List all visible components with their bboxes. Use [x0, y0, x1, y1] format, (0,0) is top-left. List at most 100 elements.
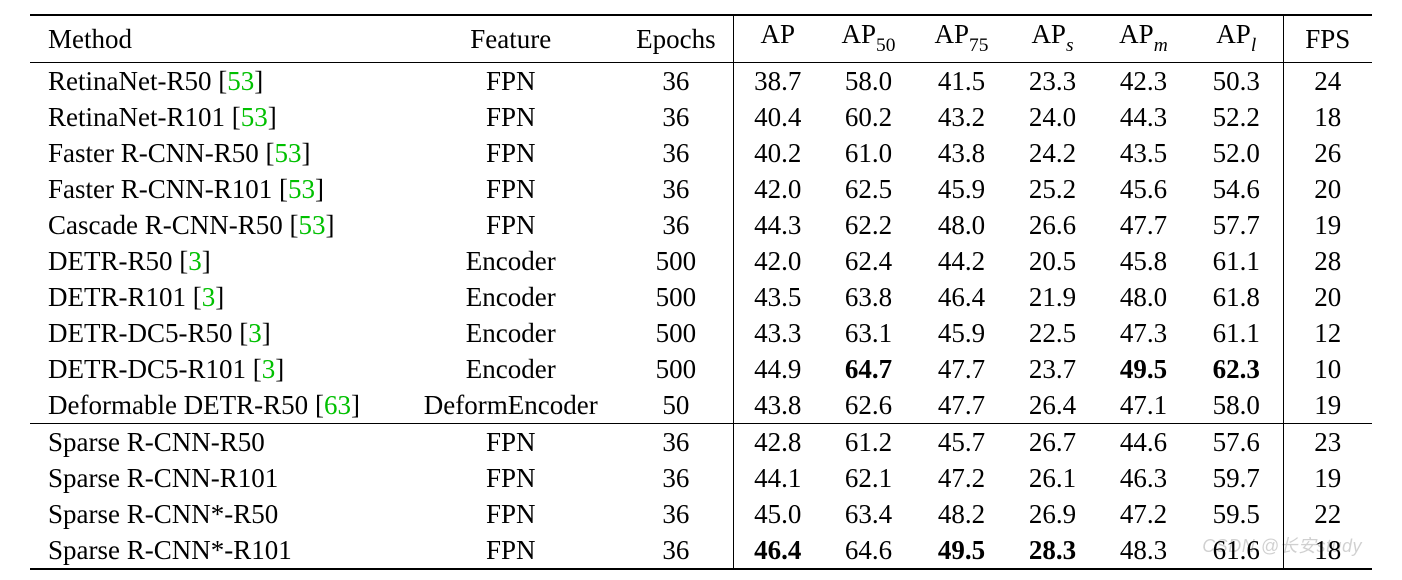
- column-label: FPS: [1305, 24, 1350, 54]
- cell-method: DETR-R101 [3]: [30, 279, 402, 315]
- value: 43.5: [1120, 138, 1167, 168]
- table-row: Faster R-CNN-R50 [53]FPN3640.261.043.824…: [30, 135, 1372, 171]
- cell-epochs: 500: [619, 279, 733, 315]
- value: 47.7: [938, 354, 985, 384]
- cell-apm: 44.6: [1097, 424, 1190, 461]
- value: 50: [662, 390, 689, 420]
- value: 28.3: [1029, 535, 1076, 565]
- value: 42.8: [754, 427, 801, 457]
- value: 40.4: [754, 102, 801, 132]
- citation: 53: [241, 102, 268, 132]
- cell-apl: 59.7: [1190, 460, 1283, 496]
- cell-fps: 10: [1283, 351, 1372, 387]
- header-feature: Feature: [402, 15, 619, 63]
- value: 58.0: [1213, 390, 1260, 420]
- cell-ap: 43.8: [733, 387, 822, 424]
- cell-epochs: 36: [619, 424, 733, 461]
- cell-fps: 22: [1283, 496, 1372, 532]
- cell-aps: 24.2: [1008, 135, 1097, 171]
- cell-ap50: 62.5: [822, 171, 915, 207]
- method-name: Sparse R-CNN-R50: [48, 427, 265, 457]
- cell-fps: 19: [1283, 207, 1372, 243]
- value: 48.2: [938, 499, 985, 529]
- citation: 3: [202, 282, 216, 312]
- value: 46.4: [938, 282, 985, 312]
- value: 21.9: [1029, 282, 1076, 312]
- cell-aps: 26.6: [1008, 207, 1097, 243]
- header-row: MethodFeatureEpochsAPAP50AP75APsAPmAPlFP…: [30, 15, 1372, 63]
- column-label: AP: [935, 19, 970, 49]
- value: 61.8: [1213, 282, 1260, 312]
- method-name: DETR-R101: [48, 282, 186, 312]
- value: 61.0: [845, 138, 892, 168]
- value: FPN: [486, 535, 536, 565]
- column-label: Epochs: [636, 24, 715, 54]
- cell-apm: 44.3: [1097, 99, 1190, 135]
- value: 24.0: [1029, 102, 1076, 132]
- value: FPN: [486, 499, 536, 529]
- method-name: Sparse R-CNN*-R50: [48, 499, 278, 529]
- column-label: Method: [48, 24, 132, 54]
- cell-apm: 49.5: [1097, 351, 1190, 387]
- header-method: Method: [30, 15, 402, 63]
- cell-ap: 40.4: [733, 99, 822, 135]
- value: 62.2: [845, 210, 892, 240]
- cell-epochs: 500: [619, 243, 733, 279]
- cell-feature: FPN: [402, 424, 619, 461]
- value: 36: [662, 174, 689, 204]
- column-subscript: 75: [969, 35, 988, 56]
- cell-apl: 52.2: [1190, 99, 1283, 135]
- value: FPN: [486, 66, 536, 96]
- citation: 53: [288, 174, 315, 204]
- value: 63.1: [845, 318, 892, 348]
- table-row: RetinaNet-R101 [53]FPN3640.460.243.224.0…: [30, 99, 1372, 135]
- value: FPN: [486, 427, 536, 457]
- value: 43.5: [754, 282, 801, 312]
- cell-ap: 45.0: [733, 496, 822, 532]
- cell-epochs: 500: [619, 315, 733, 351]
- cell-epochs: 500: [619, 351, 733, 387]
- cell-ap75: 46.4: [915, 279, 1008, 315]
- cell-feature: FPN: [402, 496, 619, 532]
- cell-ap: 42.8: [733, 424, 822, 461]
- cell-apl: 57.7: [1190, 207, 1283, 243]
- value: 48.0: [1120, 282, 1167, 312]
- method-name: Faster R-CNN-R101: [48, 174, 272, 204]
- citation: 53: [298, 210, 325, 240]
- value: 61.2: [845, 427, 892, 457]
- cell-fps: 20: [1283, 171, 1372, 207]
- value: 47.2: [938, 463, 985, 493]
- cell-method: DETR-R50 [3]: [30, 243, 402, 279]
- citation: 3: [262, 354, 276, 384]
- cell-fps: 23: [1283, 424, 1372, 461]
- value: 10: [1314, 354, 1341, 384]
- value: 42.0: [754, 246, 801, 276]
- header-fps: FPS: [1283, 15, 1372, 63]
- cell-epochs: 50: [619, 387, 733, 424]
- cell-method: Deformable DETR-R50 [63]: [30, 387, 402, 424]
- value: 45.9: [938, 318, 985, 348]
- value: 62.6: [845, 390, 892, 420]
- header-epochs: Epochs: [619, 15, 733, 63]
- cell-ap: 42.0: [733, 243, 822, 279]
- value: 57.6: [1213, 427, 1260, 457]
- cell-method: DETR-DC5-R101 [3]: [30, 351, 402, 387]
- column-subscript: s: [1066, 35, 1074, 56]
- value: 500: [656, 318, 697, 348]
- cell-apl: 50.3: [1190, 63, 1283, 100]
- value: 500: [656, 282, 697, 312]
- value: Encoder: [466, 318, 556, 348]
- cell-apm: 42.3: [1097, 63, 1190, 100]
- table-row: Faster R-CNN-R101 [53]FPN3642.062.545.92…: [30, 171, 1372, 207]
- cell-feature: Encoder: [402, 279, 619, 315]
- cell-apm: 47.7: [1097, 207, 1190, 243]
- value: 26.7: [1029, 427, 1076, 457]
- table-row: DETR-DC5-R50 [3]Encoder50043.363.145.922…: [30, 315, 1372, 351]
- value: 44.9: [754, 354, 801, 384]
- value: 62.5: [845, 174, 892, 204]
- header-aps: APs: [1008, 15, 1097, 63]
- cell-epochs: 36: [619, 460, 733, 496]
- cell-ap50: 63.1: [822, 315, 915, 351]
- cell-feature: Encoder: [402, 315, 619, 351]
- cell-ap50: 62.2: [822, 207, 915, 243]
